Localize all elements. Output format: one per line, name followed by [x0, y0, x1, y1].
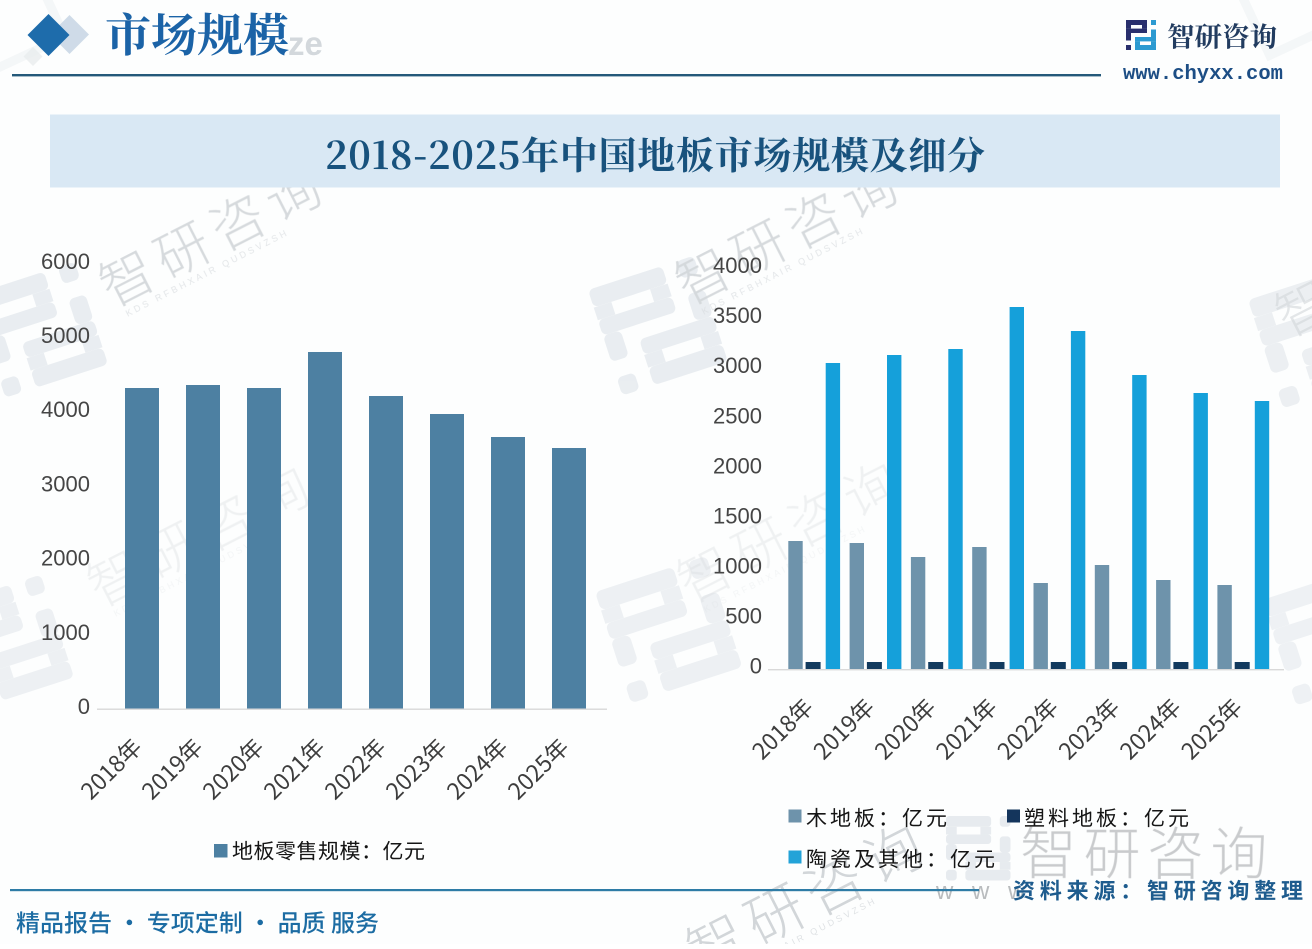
- svg-text:w w w: w w w: [935, 878, 1031, 905]
- svg-text:4000: 4000: [41, 397, 90, 422]
- svg-text:6000: 6000: [41, 249, 90, 274]
- svg-text:3000: 3000: [713, 353, 762, 378]
- svg-text:2000: 2000: [713, 453, 762, 478]
- svg-text:2500: 2500: [713, 403, 762, 428]
- svg-text:3500: 3500: [713, 303, 762, 328]
- svg-text:0: 0: [750, 654, 762, 679]
- svg-text:ze: ze: [288, 25, 323, 62]
- svg-text:1000: 1000: [713, 553, 762, 578]
- svg-text:3000: 3000: [41, 471, 90, 496]
- svg-text:www.chyxx.com: www.chyxx.com: [1123, 63, 1283, 86]
- svg-text:0: 0: [78, 694, 90, 719]
- svg-text:5000: 5000: [41, 323, 90, 348]
- svg-text:1500: 1500: [713, 503, 762, 528]
- svg-text:1000: 1000: [41, 620, 90, 645]
- svg-text:4000: 4000: [713, 253, 762, 278]
- svg-text:500: 500: [725, 603, 762, 628]
- svg-text:2000: 2000: [41, 546, 90, 571]
